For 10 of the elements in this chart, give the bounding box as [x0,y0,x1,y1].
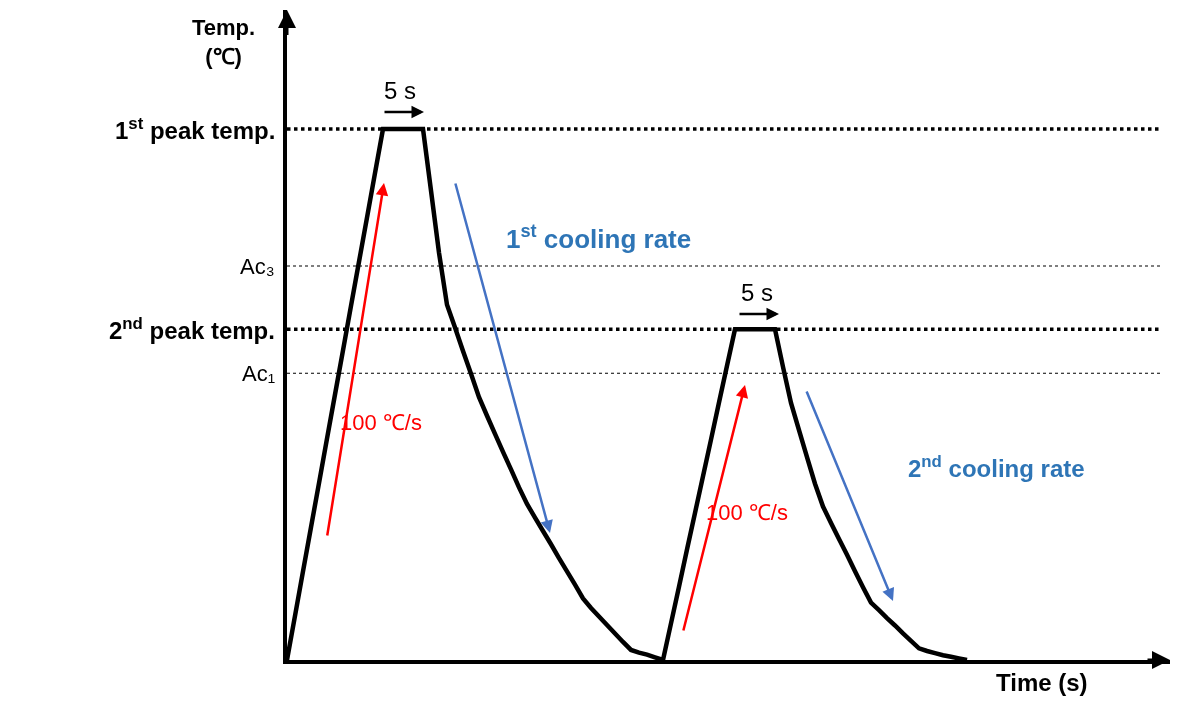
text: 5 s [384,77,417,104]
annotation: 5 s [741,279,774,306]
annotation: 1$^{st}$ cooling rate [506,221,692,254]
ref-line-label: Ac₃ [240,254,275,279]
ref-line-label: Ac₁ [242,361,276,386]
annotation: 2$^{nd}$ cooling rate [908,452,1085,483]
ref-line-label: 1$^{st}$ peak temp. [115,114,276,145]
y-axis-title: Temp. (℃) [192,15,256,69]
x-axis-title: Time (s) [996,669,1088,696]
ref-line-label: 2$^{nd}$ peak temp. [109,314,275,345]
